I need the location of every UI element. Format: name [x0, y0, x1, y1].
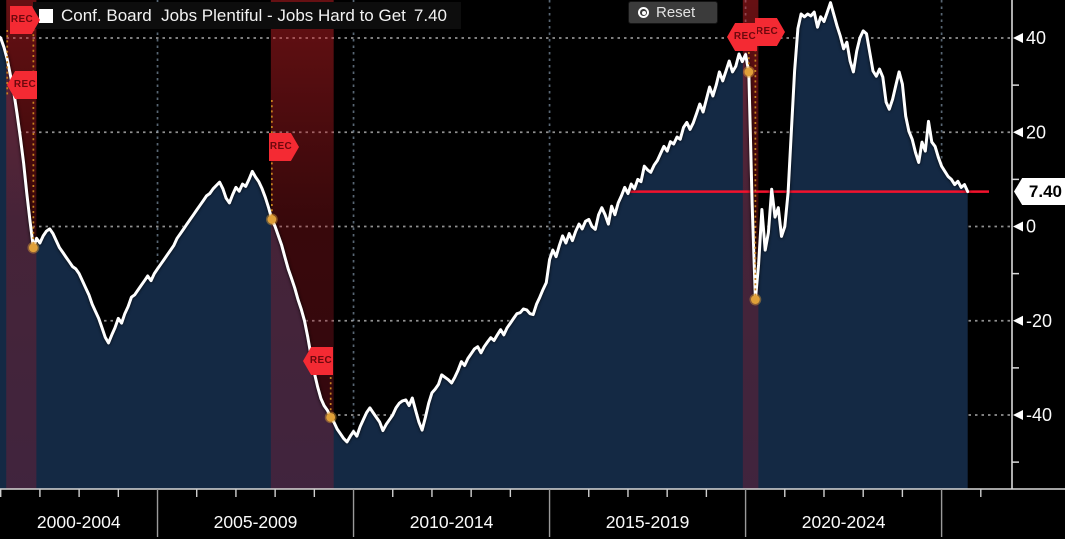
y-major-tick-icon — [1013, 221, 1023, 232]
last-value-axis-tag: 7.40 — [1014, 178, 1065, 205]
reset-button-label: Reset — [656, 4, 696, 21]
legend-label: Conf. Board Jobs Plentiful - Jobs Hard t… — [61, 5, 406, 25]
recession-anchor-dot — [324, 411, 337, 424]
x-segment-label: 2020-2024 — [802, 512, 886, 532]
recession-anchor-dot — [749, 293, 762, 306]
recession-anchor-dot — [265, 213, 278, 226]
recession-band-2020 — [742, 0, 759, 489]
record-circle-icon — [638, 7, 649, 18]
y-tick-label: 40 — [1026, 28, 1046, 48]
y-tick-label: 20 — [1026, 122, 1046, 142]
y-major-tick-icon — [1013, 33, 1023, 43]
area-fill — [0, 2, 968, 489]
x-segment-label: 2005-2009 — [214, 512, 298, 532]
x-segment-label: 2000-2004 — [37, 512, 121, 532]
y-tick-label: -40 — [1026, 405, 1052, 425]
recession-anchor-dot — [27, 241, 40, 254]
y-tick-label: -20 — [1026, 311, 1052, 331]
x-segment-label: 2010-2014 — [410, 512, 494, 532]
reset-button[interactable]: Reset — [628, 1, 718, 24]
plot-area[interactable] — [0, 0, 989, 489]
legend[interactable]: Conf. Board Jobs Plentiful - Jobs Hard t… — [33, 2, 461, 29]
y-major-tick-icon — [1013, 410, 1023, 420]
recession-anchor-dot — [742, 66, 755, 78]
y-major-tick-icon — [1013, 315, 1023, 326]
legend-swatch-icon — [39, 8, 53, 23]
x-segment-label: 2015-2019 — [606, 512, 690, 532]
legend-value: 7.40 — [413, 5, 447, 25]
series-line — [0, 1, 970, 444]
y-major-tick-icon — [1013, 127, 1023, 138]
y-tick-label: 0 — [1026, 217, 1036, 237]
